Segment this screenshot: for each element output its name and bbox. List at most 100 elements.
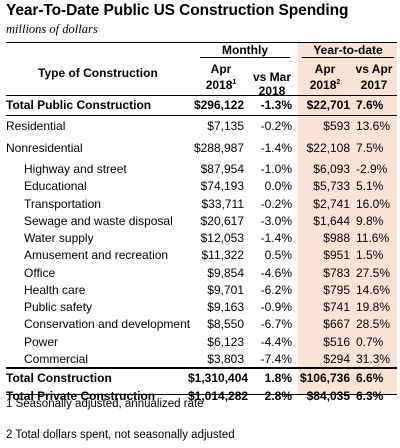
row-vs-mar-value: -4.6% [260, 266, 292, 280]
header-vs-apr: vs Apr [355, 62, 393, 76]
row-ytd-apr-value: $988 [323, 231, 350, 245]
row-ytd-apr-value: $741 [323, 300, 350, 314]
table-bottom-rule [6, 394, 397, 395]
row-ytd-apr-value: $1,644 [313, 214, 350, 228]
row-vs-mar-value: -1.3% [260, 98, 292, 112]
row-vs-apr-value: 11.6% [356, 231, 390, 245]
row-label: Residential [6, 119, 66, 133]
row-vs-apr-value: 7.6% [356, 98, 384, 112]
row-vs-mar-value: -0.2% [260, 119, 292, 133]
header-2018-ytd: 20182 [309, 78, 341, 92]
row-vs-mar-value: -0.9% [260, 300, 292, 314]
footnote-1: 1 Seasonally adjusted, annualized rate [6, 398, 204, 410]
header-bottom-rule [6, 95, 397, 96]
row-ytd-apr-value: $516 [323, 335, 350, 349]
header-apr-monthly: Apr [210, 62, 232, 76]
row-label: Total Private Construction [6, 389, 156, 403]
row-vs-apr-value: 1.5% [356, 248, 384, 262]
row-label: Total Public Construction [6, 98, 152, 112]
row-vs-apr-value: 6.6% [356, 371, 384, 385]
row-apr-value: $288,987 [193, 141, 244, 155]
header-monthly: Monthly [222, 43, 268, 57]
table-top-rule [6, 42, 397, 43]
row-apr-value: $8,550 [207, 317, 244, 331]
row-apr-value: $7,135 [207, 119, 244, 133]
row-vs-apr-value: -2.9% [356, 162, 388, 176]
row-ytd-apr-value: $951 [323, 248, 350, 262]
row-apr-value: $1,014,282 [188, 389, 249, 403]
row-label: Public safety [24, 300, 93, 314]
row-ytd-apr-value: $783 [323, 266, 350, 280]
ytd-underline [302, 57, 394, 58]
row-vs-apr-value: 13.6% [356, 119, 391, 133]
row-label: Sewage and waste disposal [24, 214, 173, 228]
row-vs-apr-value: 27.5% [356, 266, 391, 280]
ytd-column-highlight [298, 42, 397, 395]
row-label: Commercial [24, 352, 89, 366]
row-apr-value: $3,803 [207, 352, 244, 366]
row-label: Power [24, 335, 59, 349]
monthly-underline [200, 57, 290, 58]
row-ytd-apr-value: $667 [323, 317, 350, 331]
row-apr-value: $296,122 [193, 98, 244, 112]
row-ytd-apr-value: $795 [323, 283, 350, 297]
row-vs-apr-value: 0.7% [356, 335, 384, 349]
row-ytd-apr-value: $84,035 [306, 389, 350, 403]
row-ytd-apr-value: $106,736 [299, 371, 350, 385]
row-apr-value: $9,701 [207, 283, 244, 297]
row-ytd-apr-value: $6,093 [313, 162, 350, 176]
row-vs-mar-value: -7.4% [260, 352, 292, 366]
row-label: Office [24, 266, 56, 280]
header-2017: 2017 [360, 78, 388, 92]
totals-top-rule [6, 367, 397, 369]
row-label: Highway and street [24, 162, 127, 176]
row-vs-mar-value: -1.0% [260, 162, 292, 176]
row-label: Nonresidential [6, 141, 83, 155]
row-apr-value: $20,617 [200, 214, 244, 228]
row-vs-apr-value: 9.8% [356, 214, 384, 228]
row-vs-mar-value: -1.4% [260, 231, 292, 245]
row-apr-value: $12,053 [200, 231, 244, 245]
row-vs-mar-value: -3.0% [260, 214, 292, 228]
row-ytd-apr-value: $22,701 [306, 98, 350, 112]
row-ytd-apr-value: $22,108 [306, 141, 350, 155]
row-ytd-apr-value: $2,741 [313, 197, 350, 211]
row-apr-value: $87,954 [200, 162, 244, 176]
row-label: Amusement and recreation [24, 248, 169, 262]
row-apr-value: $9,854 [207, 266, 244, 280]
total-public-rule [6, 115, 397, 116]
row-apr-value: $33,711 [201, 197, 245, 211]
header-apr-ytd: Apr [314, 62, 336, 76]
row-label: Total Construction [6, 371, 112, 385]
row-vs-apr-value: 5.1% [356, 179, 384, 193]
row-apr-value: $6,123 [207, 335, 244, 349]
row-label: Health care [24, 283, 86, 297]
row-vs-mar-value: -4.4% [260, 335, 292, 349]
row-ytd-apr-value: $5,733 [313, 179, 350, 193]
row-apr-value: $9,163 [207, 300, 244, 314]
row-label: Educational [24, 179, 87, 193]
row-vs-apr-value: 19.8% [356, 300, 391, 314]
row-vs-apr-value: 7.5% [356, 141, 384, 155]
header-ytd: Year-to-date [313, 43, 383, 57]
row-vs-mar-value: 2.8% [264, 389, 292, 403]
row-vs-mar-value: -6.7% [260, 317, 292, 331]
row-vs-apr-value: 14.6% [356, 283, 391, 297]
header-type-of-construction: Type of Construction [38, 66, 158, 80]
row-label: Transportation [24, 197, 101, 211]
row-vs-mar-value: -1.4% [260, 141, 292, 155]
row-vs-mar-value: 0.5% [264, 248, 292, 262]
row-vs-apr-value: 31.3% [356, 352, 391, 366]
row-vs-apr-value: 28.5% [356, 317, 391, 331]
row-vs-apr-value: 6.3% [356, 389, 384, 403]
row-label: Conservation and development [24, 317, 191, 331]
header-vs-mar: vs Mar 2018 [252, 70, 292, 98]
row-vs-mar-value: -0.2% [260, 197, 292, 211]
row-apr-value: $1,310,404 [188, 371, 249, 385]
row-label: Water supply [24, 231, 94, 245]
page-subtitle: millions of dollars [6, 22, 98, 36]
row-vs-mar-value: 1.8% [264, 371, 292, 385]
row-vs-mar-value: -6.2% [260, 283, 292, 297]
row-vs-apr-value: 16.0% [356, 197, 391, 211]
